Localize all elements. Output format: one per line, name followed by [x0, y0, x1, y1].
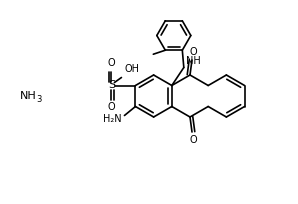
- Text: O: O: [189, 47, 197, 57]
- Text: NH: NH: [186, 55, 201, 65]
- Text: 3: 3: [36, 94, 41, 103]
- Text: H₂N: H₂N: [103, 113, 122, 123]
- Text: NH: NH: [20, 91, 37, 101]
- Text: O: O: [108, 102, 115, 112]
- Text: S: S: [108, 81, 115, 91]
- Text: OH: OH: [125, 64, 139, 74]
- Text: O: O: [189, 135, 197, 145]
- Text: O: O: [108, 59, 115, 69]
